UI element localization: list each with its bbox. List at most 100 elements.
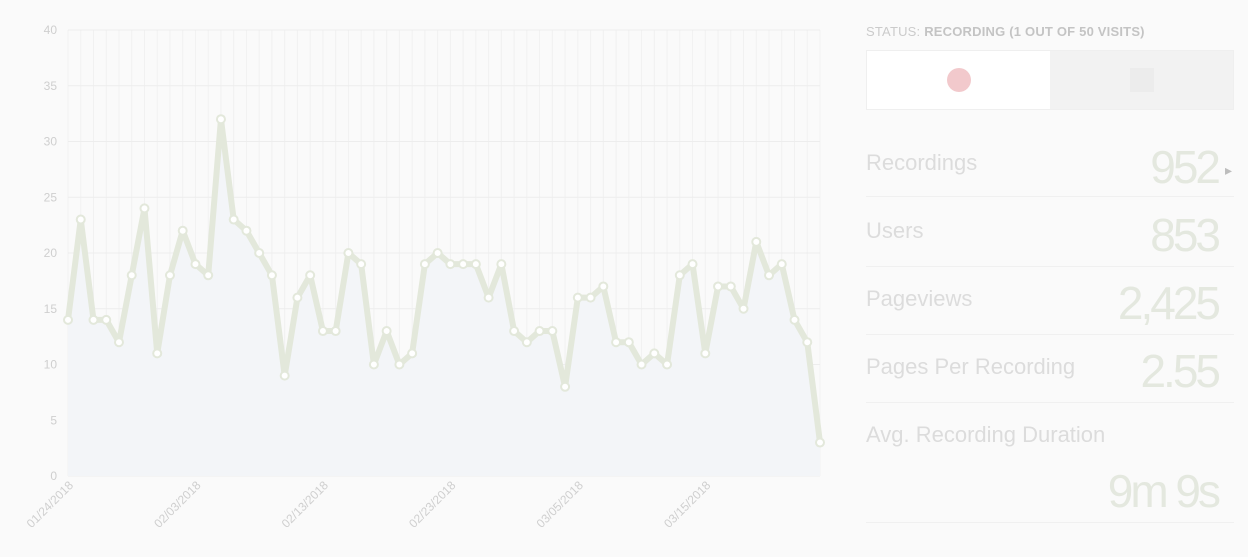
data-point: [152, 348, 163, 359]
stats-panel: STATUS: RECORDING (1 OUT OF 50 VISITS) R…: [866, 0, 1234, 557]
data-point: [572, 292, 583, 303]
stat-value-avg-recording-duration: 9m 9s: [1107, 465, 1221, 517]
data-point: [738, 303, 749, 314]
recording-controls: [866, 50, 1234, 110]
x-tick-label: 03/05/2018: [534, 478, 587, 531]
data-point: [317, 326, 328, 337]
y-tick-label: 40: [44, 23, 58, 37]
data-point: [623, 337, 634, 348]
data-point: [101, 314, 112, 325]
x-tick-label: 03/15/2018: [661, 478, 714, 531]
data-point: [458, 259, 469, 270]
data-point: [789, 314, 800, 325]
data-point: [776, 259, 787, 270]
data-point: [470, 259, 481, 270]
stat-value-recordings: 952: [1150, 141, 1221, 193]
data-point: [674, 270, 685, 281]
data-point: [75, 214, 86, 225]
data-point: [305, 270, 316, 281]
data-point: [547, 326, 558, 337]
data-point: [139, 203, 150, 214]
data-point: [215, 114, 226, 125]
data-point: [190, 259, 201, 270]
data-point: [509, 326, 520, 337]
stop-square-icon: [1129, 68, 1154, 92]
x-tick-label: 02/03/2018: [151, 478, 204, 531]
x-tick-label: 01/24/2018: [24, 478, 77, 531]
y-tick-label: 0: [50, 469, 57, 483]
data-point: [343, 248, 354, 258]
data-point: [203, 270, 214, 281]
stat-label-pages-per-recording: Pages Per Recording: [866, 354, 1076, 379]
data-point: [381, 326, 392, 337]
data-point: [700, 348, 711, 359]
recordings-chart: 0 5 10 15 20 25 30 35 40 01/24/2018 02/03/2018 02/1…: [24, 23, 825, 531]
data-point: [483, 292, 494, 303]
stat-users: Users 853: [866, 196, 1234, 267]
y-tick-label: 30: [44, 135, 58, 149]
data-point: [815, 437, 825, 448]
stat-value-pageviews: 2,425: [1117, 277, 1221, 329]
y-tick-label: 20: [44, 246, 58, 260]
data-point: [802, 337, 813, 348]
record-button[interactable]: [867, 51, 1050, 109]
y-tick-label: 5: [50, 413, 57, 427]
record-dot-icon: [946, 68, 971, 92]
data-point: [63, 314, 73, 325]
stat-pageviews: Pageviews 2,425: [866, 266, 1234, 335]
data-point: [662, 359, 673, 370]
data-point: [164, 270, 175, 281]
data-point: [113, 337, 124, 348]
recording-status: STATUS: RECORDING (1 OUT OF 50 VISITS): [866, 24, 1145, 39]
data-point: [560, 381, 571, 392]
data-point: [356, 259, 367, 270]
data-point: [407, 348, 418, 359]
data-point: [751, 236, 762, 247]
data-point: [88, 314, 99, 325]
data-point: [636, 359, 647, 370]
data-point: [725, 281, 736, 292]
data-point: [521, 337, 532, 348]
data-point: [228, 214, 239, 225]
data-point: [496, 259, 507, 270]
data-point: [266, 270, 277, 281]
data-point: [292, 292, 303, 303]
data-point: [254, 248, 265, 258]
stat-pages-per-recording: Pages Per Recording 2.55: [866, 334, 1234, 403]
chevron-right-icon[interactable]: ▸: [1224, 162, 1232, 178]
data-point: [687, 259, 698, 270]
data-point: [713, 281, 724, 292]
data-point: [126, 270, 137, 281]
data-point: [394, 359, 405, 370]
data-point: [598, 281, 609, 292]
x-tick-label: 02/23/2018: [406, 478, 459, 531]
data-point: [241, 225, 252, 236]
stat-avg-recording-duration: Avg. Recording Duration 9m 9s: [866, 402, 1234, 523]
data-point: [330, 326, 341, 337]
data-point: [445, 259, 456, 270]
y-tick-label: 35: [44, 79, 58, 93]
stop-button[interactable]: [1050, 51, 1233, 109]
y-tick-label: 15: [44, 302, 58, 316]
data-point: [368, 359, 379, 370]
data-point: [419, 259, 430, 270]
data-point: [649, 348, 660, 359]
series-area: [68, 119, 820, 476]
status-text: RECORDING (1 OUT OF 50 VISITS): [924, 24, 1145, 39]
data-point: [585, 292, 596, 303]
data-point: [279, 370, 290, 381]
y-tick-label: 25: [44, 190, 58, 204]
stat-label-pageviews: Pageviews: [866, 286, 973, 311]
data-point: [611, 337, 622, 348]
x-tick-label: 02/13/2018: [279, 478, 332, 531]
status-prefix: STATUS:: [866, 24, 925, 39]
data-point: [432, 248, 443, 258]
series-line: [65, 116, 823, 446]
y-tick-label: 10: [44, 358, 58, 372]
stat-label-avg-recording-duration: Avg. Recording Duration: [866, 422, 1106, 447]
data-point: [764, 270, 775, 281]
stat-label-users: Users: [866, 218, 924, 243]
data-point: [177, 225, 188, 236]
stat-recordings[interactable]: Recordings 952 ▸: [866, 128, 1234, 197]
stat-value-pages-per-recording: 2.55: [1140, 345, 1221, 397]
